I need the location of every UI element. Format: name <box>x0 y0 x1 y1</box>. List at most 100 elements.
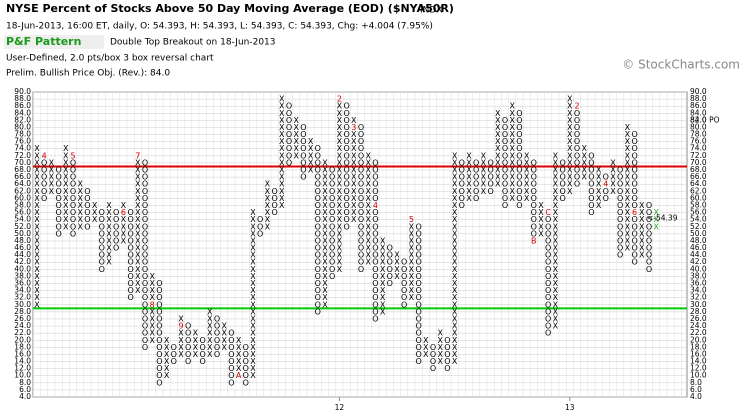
box: O <box>41 194 47 203</box>
box: X <box>322 194 328 203</box>
box: O <box>142 158 148 167</box>
box: O <box>559 187 565 196</box>
box: O <box>214 350 220 359</box>
y-tick-label: 50.0 <box>14 229 31 238</box>
y-tick-label: 52.0 <box>14 222 31 231</box>
box: X <box>92 201 98 210</box>
box: X <box>509 194 515 203</box>
box: X <box>106 236 112 245</box>
box: X <box>34 144 40 153</box>
box: O <box>113 244 119 253</box>
box: X <box>524 158 530 167</box>
box: X <box>135 201 141 210</box>
box: O <box>70 215 76 224</box>
box: O <box>387 244 393 253</box>
box: X <box>149 279 155 288</box>
box: O <box>430 357 436 366</box>
box: X <box>365 187 371 196</box>
box: O <box>487 173 493 182</box>
box: O <box>559 194 565 203</box>
box: X <box>34 201 40 210</box>
box: X <box>481 166 487 175</box>
box: O <box>502 158 508 167</box>
box: O <box>415 314 421 323</box>
box: X <box>553 201 559 210</box>
box: O <box>343 151 349 160</box>
box: X <box>135 279 141 288</box>
box: X <box>452 322 458 331</box>
box: O <box>516 166 522 175</box>
box: X <box>452 201 458 210</box>
box: O <box>444 336 450 345</box>
box: O <box>646 236 652 245</box>
box: O <box>315 244 321 253</box>
box: X <box>135 208 141 217</box>
box: X <box>135 251 141 260</box>
box: O <box>559 180 565 189</box>
box: X <box>481 151 487 160</box>
box: O <box>646 222 652 231</box>
box: X <box>581 158 587 167</box>
box: O <box>99 258 105 267</box>
box: O <box>185 322 191 331</box>
y-tick-label-right: 86.0 <box>690 101 707 110</box>
box: X <box>581 151 587 160</box>
last-price: <-54.39 <box>647 213 678 222</box>
box: X <box>221 336 227 345</box>
box: O <box>531 215 537 224</box>
box: X <box>337 229 343 238</box>
box: X <box>437 350 443 359</box>
box: O <box>228 378 234 387</box>
box: O <box>228 350 234 359</box>
box: O <box>315 151 321 160</box>
box: O <box>142 251 148 260</box>
box: O <box>358 194 364 203</box>
box: O <box>430 343 436 352</box>
box: X <box>322 279 328 288</box>
box: O <box>473 194 479 203</box>
box: O <box>127 244 133 253</box>
box: O <box>502 180 508 189</box>
box: O <box>646 208 652 217</box>
box: O <box>574 116 580 125</box>
box: O <box>70 166 76 175</box>
y-tick-label: 80.0 <box>14 122 31 131</box>
box: X <box>509 187 515 196</box>
box: X <box>509 151 515 160</box>
box: X <box>106 258 112 267</box>
box: O <box>574 109 580 118</box>
box: O <box>156 300 162 309</box>
month-marker: 9 <box>178 322 183 331</box>
box: O <box>343 208 349 217</box>
box: X <box>34 158 40 167</box>
box: X <box>553 166 559 175</box>
box: O <box>545 279 551 288</box>
box: O <box>617 236 623 245</box>
box: O <box>55 166 61 175</box>
y-tick-label: 18.0 <box>14 342 31 351</box>
box: X <box>77 222 83 231</box>
pattern-bar <box>4 35 104 49</box>
box: O <box>257 215 263 224</box>
box: X <box>394 258 400 267</box>
box: X <box>394 251 400 260</box>
box: X <box>452 265 458 274</box>
box: O <box>286 137 292 146</box>
box: X <box>250 300 256 309</box>
box: X <box>553 265 559 274</box>
y-tick-label: 44.0 <box>14 250 31 259</box>
box: O <box>372 314 378 323</box>
box: X <box>351 158 357 167</box>
box: X <box>596 173 602 182</box>
box: O <box>243 343 249 352</box>
box: O <box>531 222 537 231</box>
box: X <box>49 166 55 175</box>
box: O <box>516 180 522 189</box>
box: O <box>343 166 349 175</box>
box: X <box>135 173 141 182</box>
box: X <box>135 272 141 281</box>
box: O <box>646 244 652 253</box>
